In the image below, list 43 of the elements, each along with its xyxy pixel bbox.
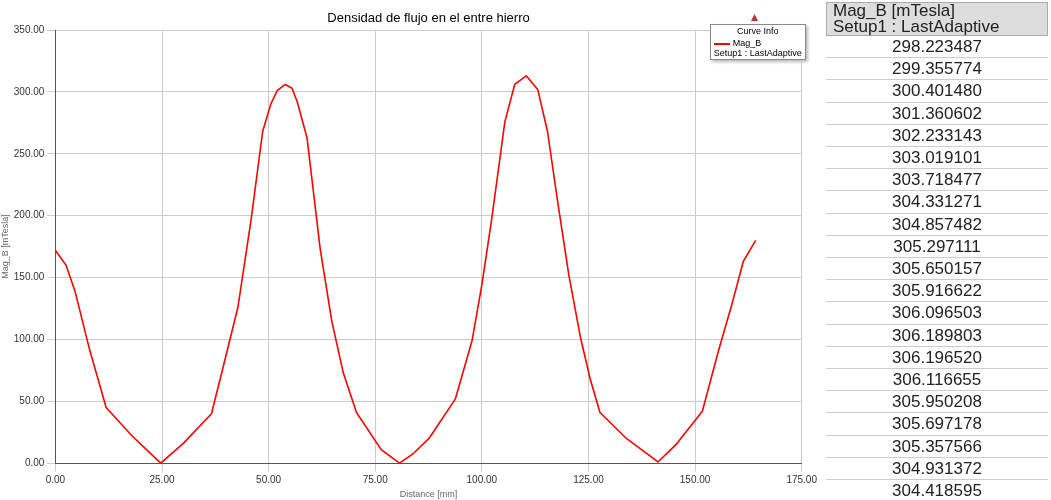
x-tick-label: 100.00 [466, 473, 498, 485]
x-tick-label: 50.00 [256, 473, 282, 485]
text: 305.650157 [826, 258, 1048, 281]
y-tick-label: 350.00 [13, 23, 45, 35]
text: 305.916622 [826, 280, 1048, 303]
x-tick-label: 0.00 [45, 473, 66, 485]
text: 306.116655 [826, 369, 1048, 392]
x-tick-label: 125.00 [573, 473, 605, 485]
text: 302.233143 [826, 124, 1048, 148]
x-axis-title: Distance [mm] [399, 489, 458, 500]
y-tick-label: 50.00 [19, 395, 45, 407]
y-tick-label: 0.00 [24, 456, 45, 468]
text: 305.297111 [826, 235, 1048, 259]
text: 305.357566 [826, 435, 1048, 458]
text: 303.019101 [826, 147, 1048, 170]
legend-label: Mag_B Setup1 : LastAdaptive [713, 38, 802, 58]
x-tick-label: 150.00 [679, 473, 711, 485]
text: 299.355774 [826, 58, 1048, 81]
legend-title: Curve Info [735, 26, 780, 36]
text: 298.223487 [826, 36, 1048, 59]
x-tick-label: 175.00 [786, 473, 818, 485]
text: 301.360602 [826, 102, 1048, 125]
text: Mag_B [mTesla] [833, 1, 956, 20]
text: 306.096503 [826, 302, 1048, 325]
text: 304.331271 [826, 191, 1048, 214]
text: 306.189803 [826, 324, 1048, 347]
y-axis-title: Mag_B [mTesla] [0, 214, 10, 279]
text: 306.196520 [826, 346, 1048, 370]
text: 303.718477 [826, 169, 1048, 192]
x-tick-label: 25.00 [149, 473, 175, 485]
y-tick-label: 200.00 [13, 209, 45, 221]
text: 304.418595 [826, 480, 1048, 500]
text: 305.950208 [826, 391, 1048, 414]
y-tick-label: 150.00 [13, 271, 45, 283]
chart-title: Densidad de flujo en el entre hierro [327, 10, 530, 25]
text: 304.931372 [826, 457, 1048, 481]
text: 304.857482 [826, 213, 1048, 236]
y-tick-label: 300.00 [13, 85, 45, 97]
text: 305.697178 [826, 413, 1048, 436]
y-tick-label: 100.00 [13, 333, 45, 345]
text: 300.401480 [826, 80, 1048, 103]
x-tick-label: 75.00 [362, 473, 389, 485]
y-tick-label: 250.00 [13, 147, 45, 159]
